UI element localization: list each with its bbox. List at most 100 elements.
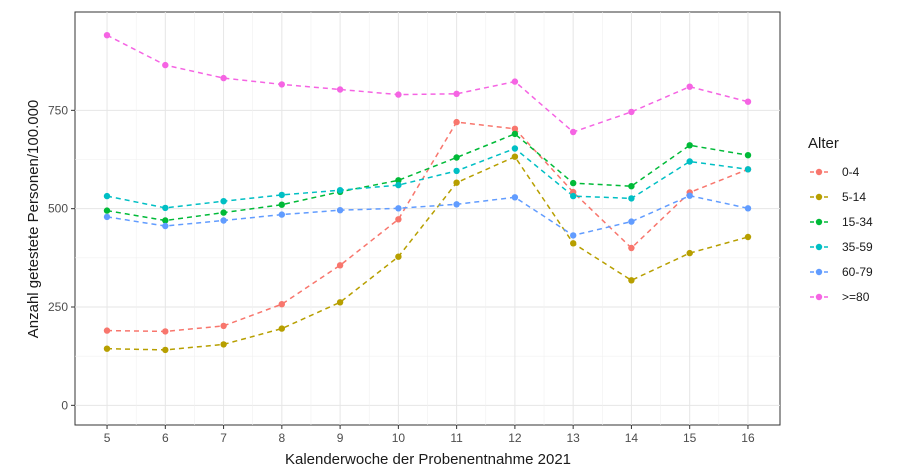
data-point: [162, 346, 169, 354]
legend-item-label: 0-4: [842, 165, 860, 179]
legend-item-label: 15-34: [842, 215, 873, 229]
data-point: [570, 128, 577, 136]
series-line: [106, 34, 749, 133]
legend-key-point: [815, 268, 823, 276]
data-point: [162, 217, 169, 224]
data-point: [103, 207, 111, 214]
legend-item-label: 5-14: [842, 190, 866, 204]
legend-key-point: [815, 243, 823, 251]
y-tick-label: 250: [48, 300, 68, 314]
data-point: [744, 98, 752, 105]
data-point: [395, 91, 402, 98]
series-line: [106, 147, 749, 209]
data-point: [103, 213, 111, 221]
x-tick-label: 5: [104, 431, 111, 445]
data-point: [511, 194, 519, 201]
legend-key-point: [815, 293, 823, 301]
data-point: [103, 192, 111, 200]
series-line: [106, 155, 749, 351]
series-line: [106, 121, 749, 333]
data-point: [103, 32, 111, 39]
data-point: [453, 179, 460, 186]
data-point: [628, 277, 635, 284]
data-point: [570, 179, 577, 187]
data-point: [686, 158, 693, 165]
data-point: [628, 183, 635, 190]
x-tick-label: 9: [337, 431, 344, 445]
data-point: [686, 249, 693, 257]
data-point: [395, 216, 402, 223]
data-point: [744, 152, 752, 159]
data-point: [453, 154, 460, 161]
data-point: [278, 301, 285, 308]
legend: Alter 0-4 5-14 15-34 35-59 60-79 >=80: [808, 135, 873, 304]
data-point: [744, 166, 752, 173]
legend-item-label: 60-79: [842, 265, 873, 279]
data-point: [395, 177, 402, 184]
y-tick-label: 0: [61, 398, 68, 412]
data-point: [395, 181, 402, 189]
y-tick-label: 500: [48, 202, 68, 216]
data-point: [453, 201, 460, 208]
data-point: [278, 81, 285, 88]
data-point: [395, 205, 402, 212]
series-layer: [103, 32, 752, 354]
x-tick-label: 16: [741, 431, 755, 445]
data-point: [453, 90, 460, 98]
data-point: [162, 204, 169, 212]
data-point: [453, 167, 460, 175]
data-point: [628, 244, 635, 252]
data-point: [220, 209, 227, 216]
data-point: [220, 198, 227, 205]
data-point: [686, 142, 693, 149]
data-point: [278, 325, 285, 332]
data-point: [511, 153, 519, 160]
data-point: [686, 192, 693, 199]
data-point: [395, 253, 402, 260]
data-point: [570, 240, 577, 247]
series-line: [106, 133, 749, 222]
data-point: [278, 211, 285, 218]
y-axis-title: Anzahl getestete Personen/100.000: [25, 100, 42, 339]
x-tick-label: 15: [683, 431, 697, 445]
data-point: [570, 192, 577, 200]
data-point: [220, 74, 227, 82]
y-tick-label: 750: [48, 103, 68, 117]
data-point: [744, 233, 752, 241]
data-point: [570, 232, 577, 239]
legend-item-label: >=80: [842, 290, 870, 304]
data-point: [336, 207, 344, 214]
legend-key-point: [815, 193, 823, 201]
data-point: [628, 218, 635, 225]
legend-key-point: [815, 168, 823, 176]
x-tick-label: 7: [220, 431, 227, 445]
x-tick-label: 11: [450, 431, 463, 445]
data-point: [744, 205, 752, 212]
legend-item-label: 35-59: [842, 240, 873, 254]
data-point: [103, 345, 111, 352]
x-tick-label: 6: [162, 431, 169, 445]
x-tick-label: 14: [625, 431, 639, 445]
x-axis-title: Kalenderwoche der Probenentnahme 2021: [285, 451, 571, 468]
data-point: [278, 191, 285, 199]
data-point: [220, 322, 227, 330]
data-point: [103, 327, 111, 334]
data-point: [162, 222, 169, 230]
data-point: [336, 262, 344, 269]
x-tick-label: 12: [508, 431, 522, 445]
legend-title: Alter: [808, 135, 839, 152]
data-point: [453, 118, 460, 126]
data-point: [511, 130, 519, 138]
data-point: [162, 328, 169, 335]
x-tick-label: 13: [566, 431, 580, 445]
data-point: [220, 217, 227, 224]
data-point: [336, 86, 344, 93]
data-point: [511, 78, 519, 85]
data-point: [278, 201, 285, 208]
data-point: [686, 83, 693, 90]
axis-layer: 0 250 500 750 5 6 7 8 9 10 11 12 13 14 15 16: [48, 103, 755, 445]
data-point: [336, 299, 344, 306]
x-tick-label: 8: [278, 431, 285, 445]
